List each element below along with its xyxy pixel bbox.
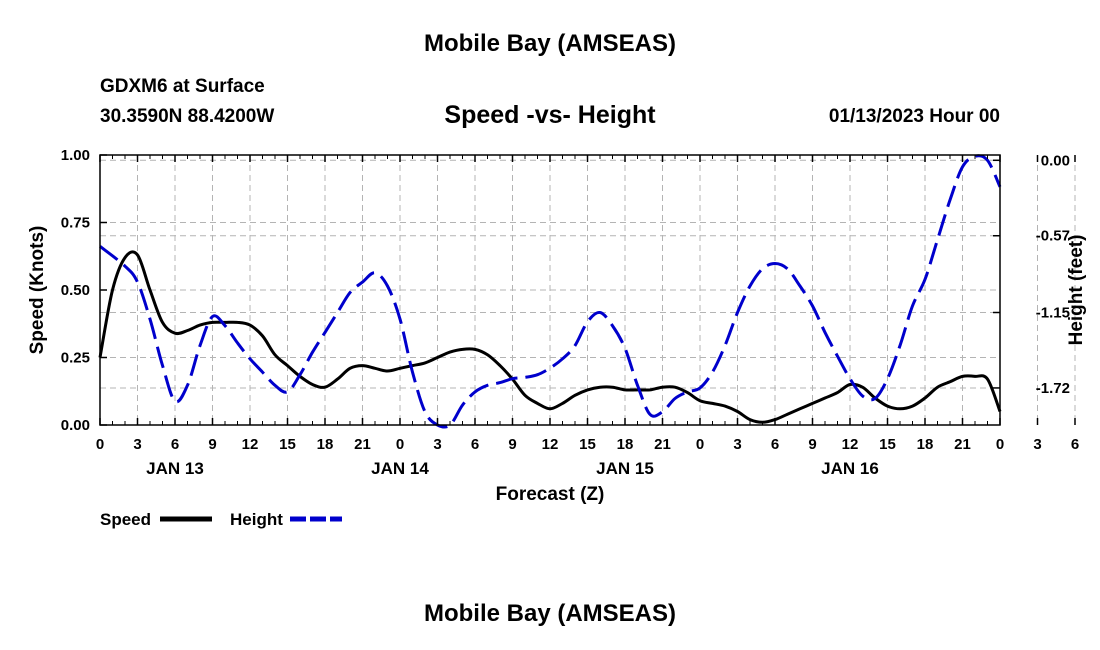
y2-tick-label: -1.72 (1036, 380, 1070, 397)
x-tick-label: 21 (654, 436, 671, 453)
x-tick-label: 12 (542, 436, 559, 453)
y-tick-label: 1.00 (61, 147, 90, 164)
x-tick-label: 15 (279, 436, 296, 453)
x-tick-label: 0 (996, 436, 1004, 453)
x-tick-label: 21 (354, 436, 371, 453)
y-tick-label: 0.00 (61, 417, 90, 434)
x-tick-label: 6 (471, 436, 479, 453)
x-tick-label: 18 (617, 436, 634, 453)
series-line-height (99, 154, 1002, 429)
x-tick-label: 0 (696, 436, 704, 453)
station-label: GDXM6 at Surface (100, 76, 265, 97)
x-axis-title: Forecast (Z) (496, 484, 605, 505)
y2-axis-title: Height (feet) (1066, 235, 1087, 346)
x-tick-label: 9 (808, 436, 816, 453)
y2-tick-label: 0.00 (1041, 152, 1070, 169)
x-tick-label: 3 (133, 436, 141, 453)
date-label: JAN 14 (371, 459, 429, 478)
chart-title: Speed -vs- Height (444, 101, 656, 129)
y2-tick-label: -1.15 (1036, 305, 1070, 322)
x-tick-label: 12 (242, 436, 259, 453)
axes: 0369121518210369121518210369121518210369… (27, 147, 1087, 505)
x-tick-label: 12 (842, 436, 859, 453)
x-tick-label: 9 (508, 436, 516, 453)
date-label: JAN 13 (146, 459, 204, 478)
coordinates-label: 30.3590N 88.4200W (100, 106, 275, 127)
y-tick-label: 0.50 (61, 282, 90, 299)
x-tick-label: 0 (396, 436, 404, 453)
footer-title: Mobile Bay (AMSEAS) (423, 600, 677, 627)
x-tick-label: 21 (954, 436, 971, 453)
date-label: JAN 15 (596, 459, 654, 478)
x-tick-label: 3 (433, 436, 441, 453)
date-label: JAN 16 (821, 459, 879, 478)
legend-label-speed: Speed (100, 510, 151, 529)
x-tick-label: 15 (579, 436, 596, 453)
legend: Speed Height (100, 510, 342, 529)
y2-tick-label: -0.57 (1036, 228, 1070, 245)
x-tick-label: 6 (1071, 436, 1079, 453)
y-tick-label: 0.25 (61, 350, 90, 367)
series-layer (98, 154, 1002, 429)
x-tick-label: 18 (917, 436, 934, 453)
legend-label-height: Height (230, 510, 283, 529)
series-line-speed (98, 250, 1002, 424)
y-tick-label: 0.75 (61, 215, 90, 232)
x-tick-label: 6 (771, 436, 779, 453)
x-tick-label: 0 (96, 436, 104, 453)
x-tick-label: 15 (879, 436, 896, 453)
x-tick-label: 6 (171, 436, 179, 453)
x-tick-label: 9 (208, 436, 216, 453)
datetime-label: 01/13/2023 Hour 00 (828, 106, 1000, 127)
main-title: Mobile Bay (AMSEAS) (423, 30, 677, 57)
x-tick-label: 18 (317, 436, 334, 453)
x-tick-label: 3 (1033, 436, 1041, 453)
x-tick-label: 3 (733, 436, 741, 453)
y-axis-title: Speed (Knots) (27, 226, 48, 355)
